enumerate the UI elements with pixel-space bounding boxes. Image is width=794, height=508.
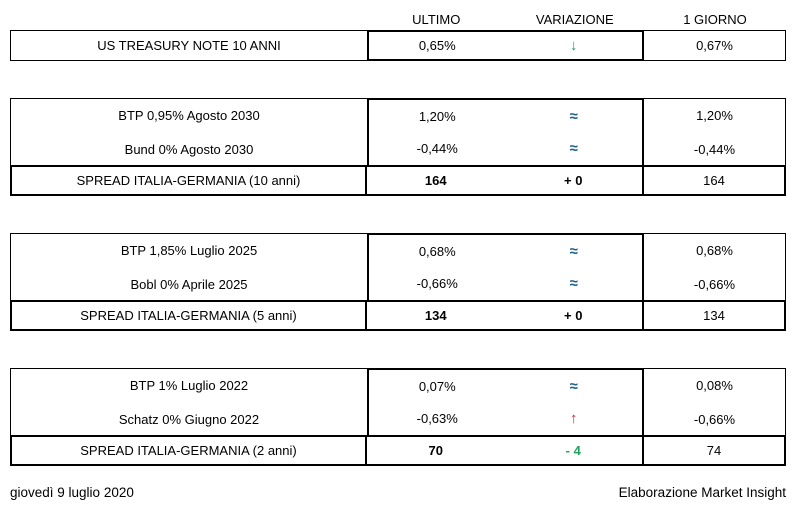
values-box: 0,65% ↓ (367, 30, 644, 61)
ultimo-value: 1,20% (418, 108, 456, 124)
approx-icon: ≈ (569, 140, 578, 158)
rate-section: BTP 1,85% Luglio 2025 Bobl 0% Aprile 2025… (10, 233, 786, 331)
giorno-cell: 0,68% -0,66% (644, 233, 786, 302)
instrument-labels-cell: BTP 1% Luglio 2022 Schatz 0% Giugno 2022 (10, 368, 367, 437)
ultimo-value: -0,66% (416, 276, 458, 292)
header-values-group: ULTIMO VARIAZIONE (367, 12, 644, 27)
instrument-labels-cell: BTP 1,85% Luglio 2025 Bobl 0% Aprile 2025 (10, 233, 367, 302)
values-row: -0,44% ≈ (369, 133, 642, 166)
values-row: 0,07% ≈ (369, 370, 642, 403)
instrument-labels-cell: US TREASURY NOTE 10 ANNI (10, 30, 367, 61)
rate-section: BTP 0,95% Agosto 2030 Bund 0% Agosto 2030… (10, 98, 786, 196)
table-body: US TREASURY NOTE 10 ANNI 0,65% ↓ 0,67% BTP 0… (10, 30, 786, 466)
instrument-label: Bobl 0% Aprile 2025 (130, 276, 248, 292)
instrument-label: BTP 0,95% Agosto 2030 (118, 108, 260, 124)
table-header: ULTIMO VARIAZIONE 1 GIORNO (10, 8, 786, 30)
arrow-down-icon: ↓ (570, 37, 578, 54)
instrument-label: Schatz 0% Giugno 2022 (118, 411, 260, 427)
spread-label: SPREAD ITALIA-GERMANIA (10 anni) (12, 167, 367, 194)
ultimo-value: 0,07% (418, 378, 456, 394)
values-row: 0,65% ↓ (369, 32, 642, 59)
spread-label: SPREAD ITALIA-GERMANIA (5 anni) (12, 302, 367, 329)
giorno-cell: 0,08% -0,66% (644, 368, 786, 437)
instrument-label: BTP 1% Luglio 2022 (129, 378, 249, 394)
spread-variation-value: + 0 (564, 173, 583, 188)
data-rows-band: BTP 0,95% Agosto 2030 Bund 0% Agosto 2030… (10, 98, 786, 167)
approx-icon: ≈ (569, 107, 578, 125)
arrow-up-icon: ↑ (570, 410, 578, 428)
giorno-value: -0,66% (693, 411, 736, 427)
column-header-variazione: VARIAZIONE (535, 11, 614, 27)
values-row: -0,63% ↑ (369, 403, 642, 436)
giorno-value: 1,20% (696, 108, 733, 124)
ultimo-value: -0,44% (416, 141, 458, 157)
column-header-ultimo: ULTIMO (412, 11, 461, 27)
values-box: 0,07% ≈ -0,63% ↑ (367, 368, 644, 437)
giorno-value: -0,44% (693, 141, 736, 157)
data-rows-band: BTP 1,85% Luglio 2025 Bobl 0% Aprile 2025… (10, 233, 786, 302)
instrument-label: BTP 1,85% Luglio 2025 (120, 243, 258, 259)
approx-icon: ≈ (569, 242, 578, 260)
spread-row: SPREAD ITALIA-GERMANIA (5 anni) 134 + 0 134 (10, 300, 786, 331)
values-box: 1,20% ≈ -0,44% ≈ (367, 98, 644, 167)
ultimo-value: -0,63% (416, 411, 458, 427)
giorno-cell: 1,20% -0,44% (644, 98, 786, 167)
values-row: 0,68% ≈ (369, 235, 642, 268)
ultimo-value: 0,68% (418, 243, 456, 259)
spread-row: SPREAD ITALIA-GERMANIA (10 anni) 164 + 0 16… (10, 165, 786, 196)
spread-ultimo-value: 164 (424, 173, 447, 188)
spread-ultimo-value: 70 (428, 443, 443, 458)
values-row: 1,20% ≈ (369, 100, 642, 133)
spread-values: 164 + 0 (367, 167, 644, 194)
giorno-cell: 0,67% (644, 30, 786, 61)
spread-variation-value: + 0 (564, 308, 583, 323)
rate-section: US TREASURY NOTE 10 ANNI 0,65% ↓ 0,67% (10, 30, 786, 61)
data-rows-band: BTP 1% Luglio 2022 Schatz 0% Giugno 2022 0… (10, 368, 786, 437)
spread-values: 134 + 0 (367, 302, 644, 329)
spread-giorno-value: 134 (703, 308, 725, 323)
approx-icon: ≈ (569, 377, 578, 395)
instrument-labels-cell: BTP 0,95% Agosto 2030 Bund 0% Agosto 2030 (10, 98, 367, 167)
approx-icon: ≈ (569, 275, 578, 293)
giorno-value: 0,68% (696, 243, 733, 259)
spread-row: SPREAD ITALIA-GERMANIA (2 anni) 70 - 4 74 (10, 435, 786, 466)
instrument-label: US TREASURY NOTE 10 ANNI (97, 38, 281, 53)
instrument-label: Bund 0% Agosto 2030 (124, 141, 254, 157)
giorno-value: -0,66% (693, 276, 736, 292)
spread-ultimo-value: 134 (424, 308, 447, 323)
giorno-value: 0,67% (696, 38, 733, 53)
footer: giovedì 9 luglio 2020 Elaborazione Marke… (10, 485, 786, 500)
spread-giorno-value: 164 (703, 173, 725, 188)
attribution-text: Elaborazione Market Insight (618, 485, 786, 500)
rate-section: BTP 1% Luglio 2022 Schatz 0% Giugno 2022 0… (10, 368, 786, 466)
column-header-1giorno: 1 GIORNO (683, 11, 747, 27)
data-rows-band: US TREASURY NOTE 10 ANNI 0,65% ↓ 0,67% (10, 30, 786, 61)
spread-values: 70 - 4 (367, 437, 644, 464)
values-row: -0,66% ≈ (369, 268, 642, 301)
spread-giorno-value: 74 (706, 443, 722, 458)
giorno-value: 0,08% (696, 378, 733, 394)
spread-variation-value: - 4 (565, 443, 581, 458)
ultimo-value: 0,65% (418, 38, 456, 53)
report-date: giovedì 9 luglio 2020 (10, 485, 134, 500)
spread-label: SPREAD ITALIA-GERMANIA (2 anni) (12, 437, 367, 464)
values-box: 0,68% ≈ -0,66% ≈ (367, 233, 644, 302)
